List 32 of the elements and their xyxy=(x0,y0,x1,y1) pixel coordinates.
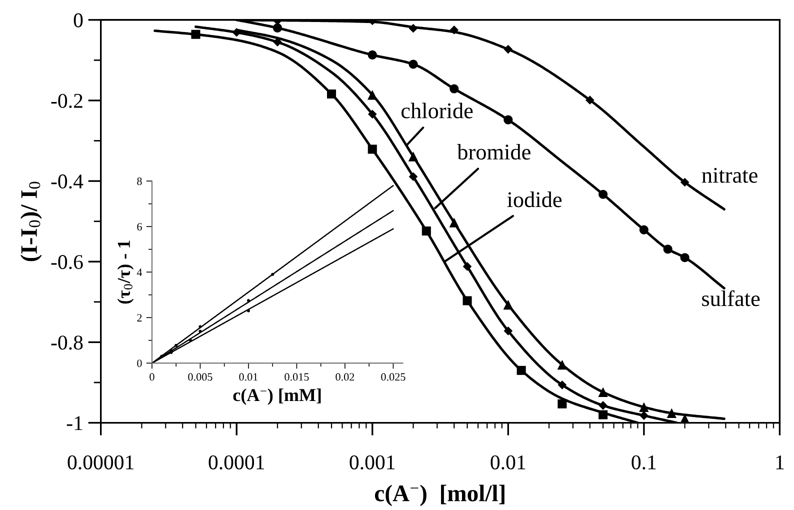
x-tick-label: 0 xyxy=(150,373,154,381)
y-tick-label: 6 xyxy=(137,223,142,231)
annotation: bromide xyxy=(457,144,530,160)
x-tick-label: 0.01 xyxy=(239,373,258,381)
annotation: chloride xyxy=(401,102,473,118)
y-tick-label: -1 xyxy=(66,416,82,430)
y-tick-label: 0 xyxy=(137,360,142,368)
y-tick-label: -0.2 xyxy=(51,94,82,108)
x-tick-label: 0.1 xyxy=(632,455,656,470)
x-axis-title: c(A$^{−}$) [mM] xyxy=(233,388,321,405)
y-axis-title: (τ$_{0}$/τ) - 1 xyxy=(117,240,134,304)
annotation: iodide xyxy=(507,192,562,208)
annotation: sulfate xyxy=(702,290,760,306)
x-tick-label: 0.00001 xyxy=(68,455,134,470)
x-axis-title: c(A$^{−}$) [mol/l] xyxy=(374,484,504,506)
annotation: nitrate xyxy=(702,168,758,183)
x-tick-label: 0.02 xyxy=(336,373,354,381)
x-tick-label: 0.001 xyxy=(350,455,395,470)
y-tick-label: 8 xyxy=(137,178,142,186)
y-tick-label: 2 xyxy=(137,314,142,322)
y-tick-label: 0 xyxy=(74,13,83,28)
x-tick-label: 0.01 xyxy=(490,455,526,470)
y-tick-label: -0.6 xyxy=(51,255,83,270)
x-tick-label: 0.025 xyxy=(381,373,406,381)
x-tick-label: 0.005 xyxy=(188,373,212,381)
x-tick-label: 1 xyxy=(776,455,784,470)
y-tick-label: -0.4 xyxy=(51,174,84,189)
y-tick-label: -0.8 xyxy=(51,336,83,350)
y-tick-label: 4 xyxy=(136,268,142,276)
x-tick-label: 0.0001 xyxy=(208,455,264,470)
x-tick-label: 0.015 xyxy=(284,373,309,381)
y-axis-title: (I-I$_{0}$)/ I$_{0}$ xyxy=(20,182,42,262)
